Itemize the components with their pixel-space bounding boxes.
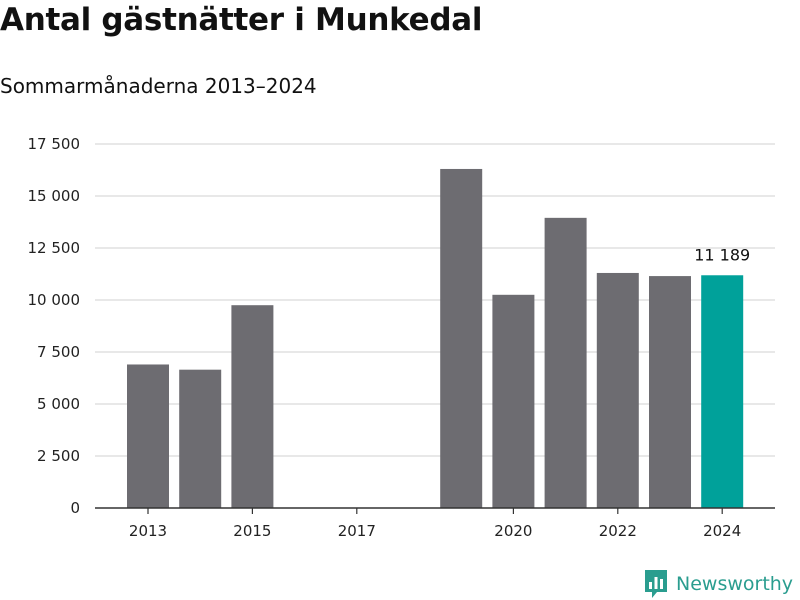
x-tick-label: 2020 <box>494 522 532 540</box>
x-tick-label: 2015 <box>233 522 271 540</box>
x-tick-label: 2022 <box>599 522 637 540</box>
bar-2019 <box>440 168 483 508</box>
bar-2020 <box>492 294 535 508</box>
bar-2022 <box>596 272 639 508</box>
bar-2014 <box>179 369 222 508</box>
newsworthy-logo-icon <box>645 570 667 598</box>
data-labels: 11 189 <box>694 245 750 264</box>
data-label: 11 189 <box>694 245 750 264</box>
y-tick-label: 15 000 <box>28 187 81 205</box>
chart-title: Antal gästnätter i Munkedal <box>0 2 483 38</box>
y-tick-label: 0 <box>70 499 80 517</box>
x-axis: 2013 2015 2017 2020 2022 2024 <box>95 507 775 540</box>
chart-subtitle: Sommarmånaderna 2013–2024 <box>0 74 317 98</box>
bar-chart: 0 2 500 5 000 7 500 10 000 12 500 15 000 17 500… <box>28 135 775 540</box>
y-tick-label: 17 500 <box>28 135 81 153</box>
y-tick-label: 2 500 <box>37 447 80 465</box>
bar-2024 <box>701 275 744 508</box>
y-axis: 0 2 500 5 000 7 500 10 000 12 500 15 000 17 500 <box>28 135 81 517</box>
bar-2023 <box>649 276 691 508</box>
y-tick-label: 10 000 <box>28 291 81 309</box>
y-tick-label: 12 500 <box>28 239 81 257</box>
newsworthy-logo-text: Newsworthy <box>676 573 794 595</box>
y-tick-label: 5 000 <box>37 395 80 413</box>
bar-2021 <box>544 217 587 508</box>
y-tick-label: 7 500 <box>37 343 80 361</box>
newsworthy-logo: Newsworthy <box>644 569 793 599</box>
x-tick-label: 2013 <box>129 522 167 540</box>
bar-2013 <box>127 364 169 508</box>
x-tick-label: 2017 <box>338 522 376 540</box>
x-tick-label: 2024 <box>703 522 741 540</box>
bars <box>127 168 744 508</box>
bar-2015 <box>231 305 274 508</box>
